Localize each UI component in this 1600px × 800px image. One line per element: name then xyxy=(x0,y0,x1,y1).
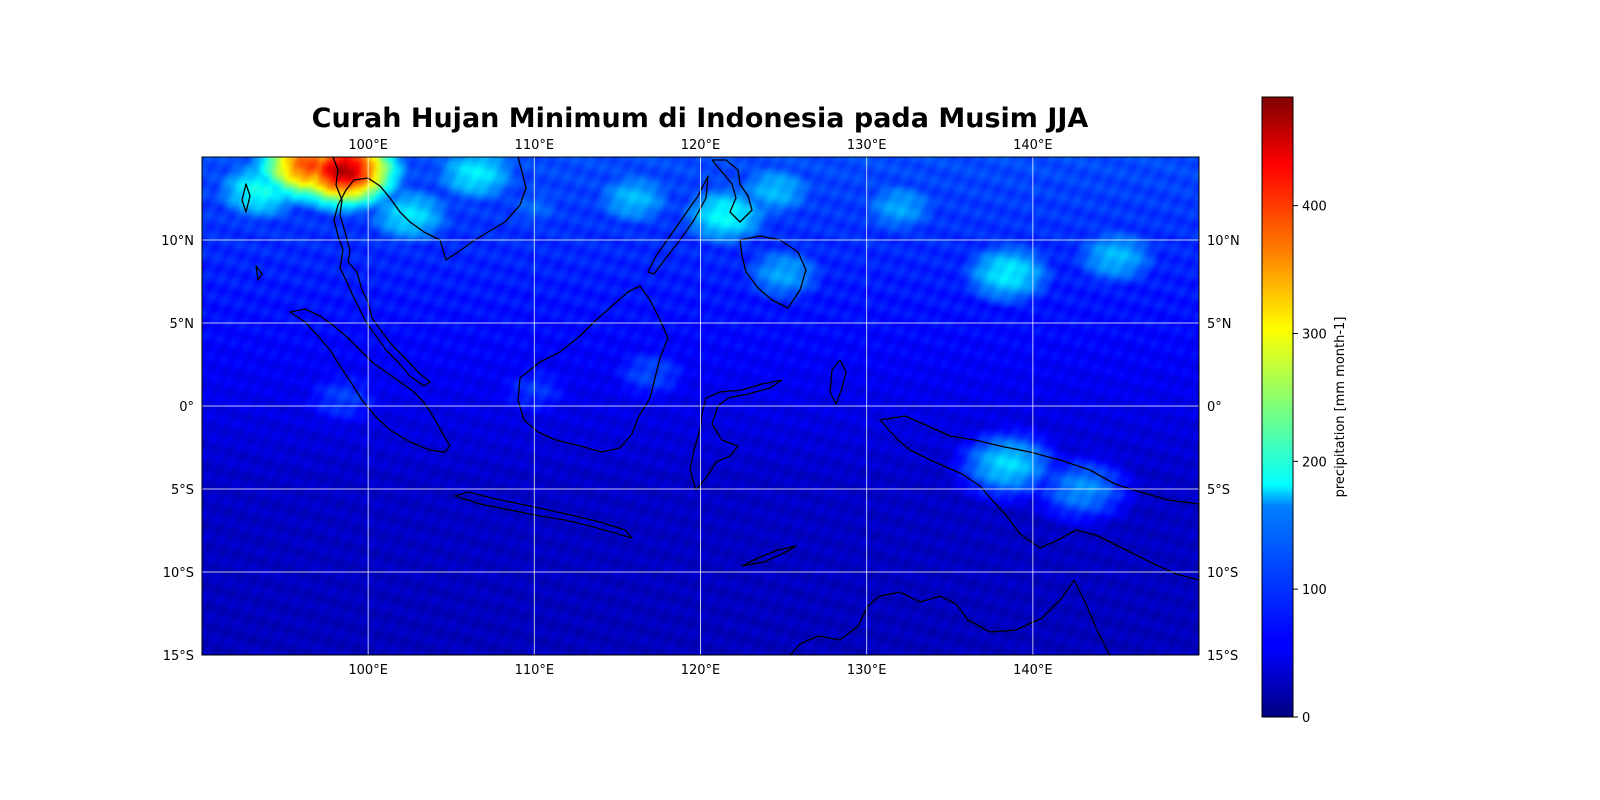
y-tick-right-4: 10°S xyxy=(1207,566,1238,581)
colorbar: 0 100 200 300 400 precipitation [mm month-1] xyxy=(1261,96,1348,726)
coastline-halmahera xyxy=(829,359,847,405)
coastline-java xyxy=(454,491,633,539)
x-tick-bottom-1: 110°E xyxy=(515,663,555,678)
x-tick-bottom-3: 130°E xyxy=(847,663,887,678)
coastline-sumatra xyxy=(289,308,451,453)
coastline-nicobar-islands xyxy=(255,265,263,281)
x-tick-top-2: 120°E xyxy=(681,138,721,153)
coastline-australia xyxy=(789,579,1111,655)
colorbar-tick-label-4: 400 xyxy=(1302,200,1327,215)
coastline-sulawesi xyxy=(689,379,783,491)
x-tick-bottom-2: 120°E xyxy=(681,663,721,678)
map-title: Curah Hujan Minimum di Indonesia pada Mu… xyxy=(312,103,1089,134)
x-tick-top-4: 140°E xyxy=(1013,138,1053,153)
x-tick-top-1: 110°E xyxy=(515,138,555,153)
colorbar-gradient xyxy=(1261,96,1294,718)
colorbar-tick-label-1: 100 xyxy=(1302,583,1327,598)
y-tick-right-2: 0° xyxy=(1207,400,1222,415)
y-tick-right-1: 5°N xyxy=(1207,317,1232,332)
map-frame xyxy=(201,156,1200,656)
y-tick-right-0: 10°N xyxy=(1207,234,1240,249)
colorbar-tick-label-3: 300 xyxy=(1302,327,1327,342)
coastline-andaman-islands xyxy=(241,183,251,213)
y-tick-left-4: 10°S xyxy=(163,566,194,581)
coastline-palawan xyxy=(647,175,709,275)
x-tick-labels-bottom: 100°E 110°E 120°E 130°E 140°E xyxy=(348,663,1052,678)
y-tick-left-0: 10°N xyxy=(161,234,194,249)
colorbar-ticks: 0 100 200 300 400 xyxy=(1293,200,1327,726)
y-tick-left-1: 5°N xyxy=(170,317,195,332)
y-tick-left-5: 15°S xyxy=(163,649,194,664)
x-tick-top-0: 100°E xyxy=(348,138,388,153)
y-tick-right-5: 15°S xyxy=(1207,649,1238,664)
gridlines xyxy=(202,157,1199,655)
y-tick-labels-left: 10°N 5°N 0° 5°S 10°S 15°S xyxy=(161,234,194,664)
coastline-timor xyxy=(741,545,797,567)
y-tick-labels-right: 10°N 5°N 0° 5°S 10°S 15°S xyxy=(1207,234,1240,664)
x-tick-bottom-4: 140°E xyxy=(1013,663,1053,678)
x-tick-bottom-0: 100°E xyxy=(348,663,388,678)
y-tick-left-3: 5°S xyxy=(171,483,194,498)
x-tick-labels-top: 100°E 110°E 120°E 130°E 140°E xyxy=(348,138,1052,153)
colorbar-label: precipitation [mm month-1] xyxy=(1333,317,1348,498)
coastline-philippines-luzon xyxy=(711,159,753,223)
coastline-mainland-southeast-asia xyxy=(332,157,527,387)
coastline-mindanao xyxy=(739,235,807,309)
coastline-new-guinea xyxy=(879,415,1199,581)
colorbar-tick-label-2: 200 xyxy=(1302,455,1327,470)
x-tick-top-3: 130°E xyxy=(847,138,887,153)
y-tick-right-3: 5°S xyxy=(1207,483,1230,498)
colorbar-tick-label-0: 0 xyxy=(1302,711,1310,726)
y-tick-left-2: 0° xyxy=(179,400,194,415)
